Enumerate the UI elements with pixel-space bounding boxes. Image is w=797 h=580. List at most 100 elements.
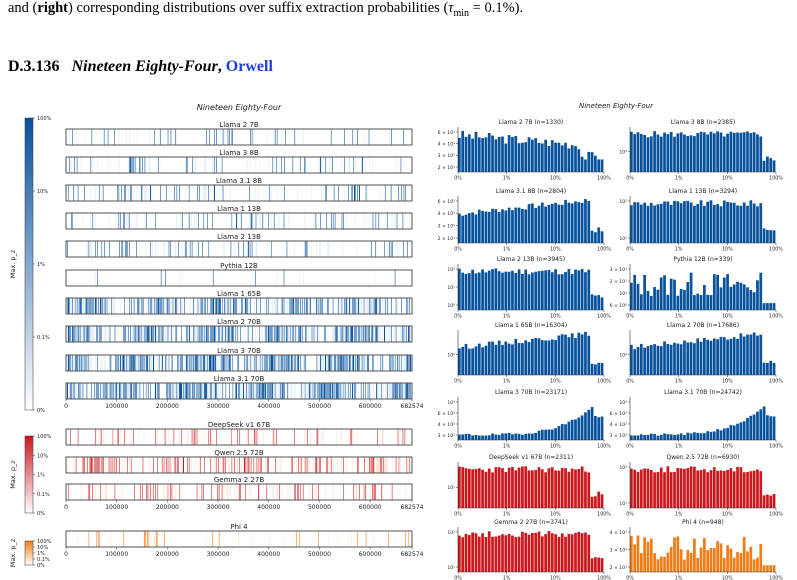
strip-mark xyxy=(341,326,343,342)
strip-mark xyxy=(239,298,240,314)
y-tick-label: 10² xyxy=(447,353,455,359)
strip-mark xyxy=(369,157,370,173)
strip-mark xyxy=(249,241,250,257)
strip-mark xyxy=(208,429,210,445)
strip-mark xyxy=(141,355,143,371)
histogram-bar xyxy=(706,294,710,310)
strip-mark xyxy=(139,355,141,371)
strip-mark xyxy=(82,298,83,314)
histogram-bar xyxy=(547,340,551,375)
strip-mark xyxy=(134,355,135,371)
x-tick-label: 1% xyxy=(675,176,683,182)
strip-mark xyxy=(332,213,334,229)
strip-mark xyxy=(160,157,162,173)
histogram-bar xyxy=(706,201,710,243)
strip-mark xyxy=(258,484,259,500)
strip-label: Llama 3.1 8B xyxy=(216,177,262,185)
strip-mark xyxy=(203,326,205,342)
strip-mark xyxy=(373,531,374,547)
strip-mark xyxy=(130,383,132,399)
strip-mark xyxy=(395,457,397,473)
strip-mark xyxy=(95,185,97,201)
strip-mark xyxy=(136,326,138,342)
histogram-bar xyxy=(484,345,488,375)
strip-mark xyxy=(102,185,104,201)
strip-mark xyxy=(129,457,130,473)
histogram-bar xyxy=(679,288,683,310)
strip-mark xyxy=(402,383,403,399)
strip-mark xyxy=(252,383,254,399)
strip-mark xyxy=(154,383,156,399)
strip-mark xyxy=(156,531,158,547)
histogram-bar xyxy=(683,201,686,243)
strip-mark xyxy=(172,383,174,399)
strip-mark xyxy=(88,298,90,314)
strip-mark xyxy=(272,355,274,371)
strip-mark xyxy=(206,383,208,399)
strip-mark xyxy=(380,355,382,371)
histogram-bar xyxy=(706,550,710,572)
strip-mark xyxy=(124,429,126,445)
strip-mark xyxy=(405,383,407,399)
histogram-bar xyxy=(712,338,716,375)
strip-mark xyxy=(286,355,288,371)
strip-mark xyxy=(164,531,165,547)
strip-mark xyxy=(153,355,155,371)
strip-mark xyxy=(286,241,288,257)
strip-mark xyxy=(390,185,392,201)
strip-mark xyxy=(157,429,158,445)
strip-mark xyxy=(202,326,203,342)
strip-mark xyxy=(376,241,378,257)
strip-mark xyxy=(163,457,165,473)
strip-mark xyxy=(158,326,159,342)
strip-mark xyxy=(346,298,348,314)
strip-mark xyxy=(344,355,346,371)
strip-mark xyxy=(189,383,190,399)
strip-mark xyxy=(67,326,68,342)
strip-mark xyxy=(264,298,266,314)
histogram-bar xyxy=(636,283,640,310)
strip-mark xyxy=(406,457,408,473)
strip-mark xyxy=(147,531,148,547)
strip-mark xyxy=(348,383,350,399)
strip-mark xyxy=(106,383,108,399)
strip-mark xyxy=(258,484,260,500)
strip-mark xyxy=(341,157,342,173)
strip-mark xyxy=(357,429,358,445)
strip-mark xyxy=(157,484,158,500)
strip-mark xyxy=(78,383,80,399)
strip-mark xyxy=(200,383,202,399)
strip-mark xyxy=(410,383,411,399)
strip-mark xyxy=(388,241,390,257)
strip-mark xyxy=(110,457,112,473)
y-tick-label: 3 × 10² xyxy=(610,433,628,439)
x-tick-label: 10% xyxy=(550,247,561,253)
strip-mark xyxy=(70,326,71,342)
strip-mark xyxy=(129,429,131,445)
histogram-bar xyxy=(726,274,729,310)
histogram-bar xyxy=(564,468,567,508)
strip-mark xyxy=(380,326,381,342)
author-link[interactable]: Orwell xyxy=(225,58,273,75)
histogram-bar xyxy=(719,287,723,310)
strip-mark xyxy=(406,185,408,201)
histogram-bar xyxy=(557,142,561,172)
strip-mark xyxy=(92,326,93,342)
histogram-bar xyxy=(464,343,468,375)
strip-mark xyxy=(248,298,250,314)
strip-mark xyxy=(381,457,382,473)
strip-mark xyxy=(282,355,283,371)
strip-mark xyxy=(354,157,356,173)
strip-mark xyxy=(144,355,146,371)
strip-mark xyxy=(180,270,182,286)
x-tick-label: 10% xyxy=(550,444,561,450)
strip-mark xyxy=(382,298,384,314)
strip-mark xyxy=(154,355,156,371)
histogram-bar xyxy=(600,297,604,310)
strip-mark xyxy=(211,484,213,500)
strip-mark xyxy=(109,457,111,473)
strip-mark xyxy=(333,355,335,371)
strip-mark xyxy=(218,457,219,473)
strip-mark xyxy=(292,326,293,342)
strip-mark xyxy=(155,298,157,314)
